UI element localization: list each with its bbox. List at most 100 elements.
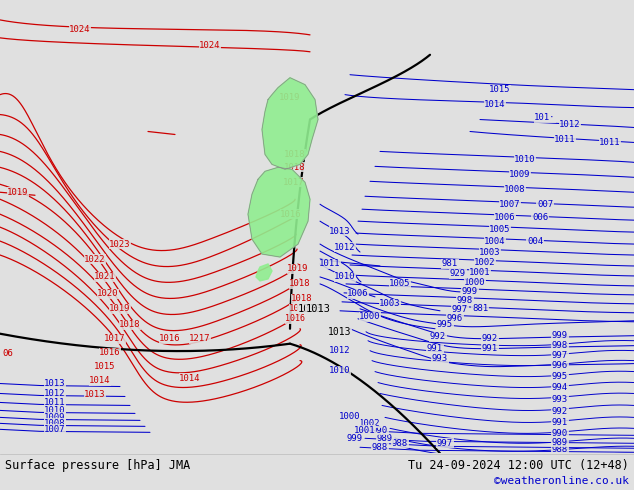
Text: 881: 881 [472,304,488,313]
Text: 1014: 1014 [89,376,111,385]
Text: 995: 995 [552,372,568,381]
Text: 1004: 1004 [484,237,506,245]
Text: 1023: 1023 [109,240,131,248]
Text: 990: 990 [552,429,568,438]
Text: 1008: 1008 [504,185,526,194]
Text: 1016: 1016 [285,314,305,323]
Text: 1009: 1009 [509,170,531,179]
Text: Tu 24-09-2024 12:00 UTC (12+48): Tu 24-09-2024 12:00 UTC (12+48) [408,459,629,472]
Text: 999: 999 [347,434,363,443]
Text: 995: 995 [437,320,453,329]
Text: 1019: 1019 [7,188,29,197]
Polygon shape [248,168,310,257]
Text: 1007: 1007 [44,425,66,434]
Text: 997: 997 [452,305,468,314]
Text: 1013: 1013 [44,379,66,388]
Text: 1009: 1009 [44,413,66,422]
Text: 1018: 1018 [284,163,306,172]
Text: 1002: 1002 [359,419,381,428]
Text: 1018: 1018 [119,320,141,329]
Text: 1010: 1010 [514,155,536,164]
Text: 1018: 1018 [291,294,313,303]
Text: 06: 06 [3,349,13,358]
Text: 1013: 1013 [328,327,352,337]
Text: 1011: 1011 [44,398,66,407]
Text: 1010: 1010 [329,366,351,375]
Text: 1013: 1013 [306,304,330,314]
Text: 1017: 1017 [283,178,305,187]
Text: 991: 991 [482,344,498,353]
Text: 997: 997 [552,351,568,360]
Text: ©weatheronline.co.uk: ©weatheronline.co.uk [494,476,629,486]
Text: 1024: 1024 [69,25,91,34]
Text: 1013: 1013 [329,226,351,236]
Text: 1019: 1019 [279,93,301,102]
Text: 996: 996 [447,314,463,323]
Text: 1006: 1006 [347,290,369,298]
Text: 1003: 1003 [479,247,501,257]
Text: 993: 993 [432,354,448,363]
Text: 1013: 1013 [297,304,323,314]
Text: 1012: 1012 [334,243,356,251]
Text: 992: 992 [552,407,568,416]
Text: 993: 993 [552,395,568,404]
Text: 1002: 1002 [474,259,496,268]
Text: 1012: 1012 [44,389,66,398]
Text: 006: 006 [532,213,548,221]
Text: 1014: 1014 [484,100,506,109]
Text: 1005: 1005 [389,279,411,289]
Text: 994: 994 [552,383,568,392]
Text: 1017: 1017 [289,304,311,313]
Text: 999: 999 [552,331,568,340]
Text: 1016: 1016 [159,334,181,343]
Text: 1012: 1012 [329,346,351,355]
Text: 991: 991 [552,418,568,427]
Text: 996: 996 [552,361,568,370]
Text: 990: 990 [372,426,388,435]
Text: 929: 929 [450,270,466,278]
Text: 1020: 1020 [97,290,119,298]
Text: 1003: 1003 [379,299,401,308]
Text: 1015: 1015 [94,362,116,371]
Text: 988: 988 [372,443,388,452]
Text: 1007: 1007 [499,200,521,209]
Text: 1015: 1015 [489,85,511,94]
Text: 1000: 1000 [464,278,486,288]
Text: 988: 988 [392,439,408,448]
Text: 1017: 1017 [104,334,126,343]
Text: 997: 997 [437,439,453,448]
Text: 1016: 1016 [280,210,302,219]
Text: 1011: 1011 [554,135,576,144]
Text: 1000: 1000 [359,312,381,321]
Text: 1022: 1022 [84,254,106,264]
Text: 1021: 1021 [94,272,116,281]
Text: 1008: 1008 [44,419,66,428]
Text: 1005: 1005 [489,224,511,234]
Text: 007: 007 [537,200,553,209]
Text: 998: 998 [457,296,473,305]
Text: 999: 999 [462,287,478,296]
Text: 1013: 1013 [84,390,106,399]
Text: 991: 991 [427,344,443,353]
Text: 1011: 1011 [599,138,621,147]
Text: 988: 988 [552,445,568,454]
Text: Surface pressure [hPa] JMA: Surface pressure [hPa] JMA [5,459,190,472]
Text: 1006: 1006 [495,213,515,221]
Text: 989: 989 [377,434,393,443]
Text: 1010: 1010 [44,406,66,415]
Text: 004: 004 [527,237,543,245]
Text: 1000: 1000 [339,412,361,421]
Text: 1001: 1001 [354,426,376,435]
Text: 1019: 1019 [287,265,309,273]
Text: 1217: 1217 [190,334,210,343]
Text: 1016: 1016 [100,348,120,357]
Text: 989: 989 [552,438,568,447]
Polygon shape [256,264,272,281]
Text: 992: 992 [482,334,498,343]
Text: 1018: 1018 [289,279,311,289]
Text: 1011: 1011 [320,260,340,269]
Text: 981: 981 [442,260,458,269]
Text: 1010: 1010 [334,272,356,281]
Text: 06: 06 [3,349,13,358]
Text: 1019: 1019 [109,304,131,313]
